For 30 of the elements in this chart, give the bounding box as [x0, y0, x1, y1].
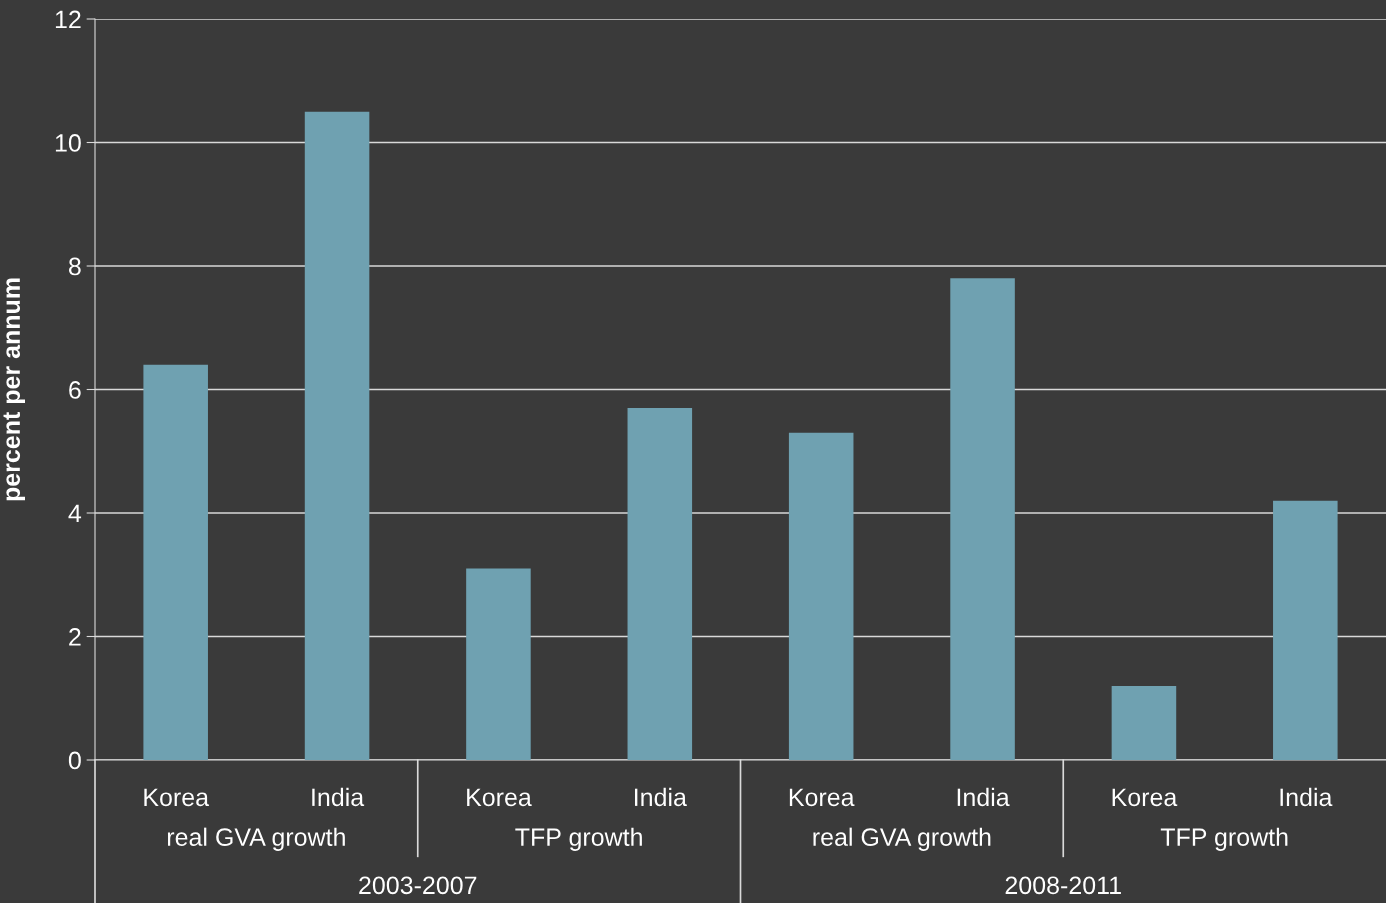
y-tick-label: 8 [68, 257, 81, 276]
x-tick-label: Korea [144, 788, 210, 807]
y-tick-label: 6 [69, 381, 81, 399]
text: TFP growth [1160, 827, 1288, 851]
y-tick-label: 4 [68, 504, 82, 523]
bar [1273, 500, 1338, 760]
bar [950, 278, 1015, 760]
bar [788, 432, 854, 760]
x-tick-label: Korea [789, 788, 855, 807]
bar [466, 568, 531, 760]
y-tick-label: 0 [68, 751, 81, 770]
y-tick-label: 12 [55, 10, 81, 29]
x-tick-label: Korea [1112, 788, 1178, 807]
x-tick-label: Korea [467, 788, 532, 807]
y-tick-label: 2 [69, 628, 81, 646]
text: real GVA growth [167, 827, 345, 851]
text: 2003-2007 [359, 876, 477, 895]
bar [627, 408, 693, 760]
y-tick-label: 10 [55, 134, 81, 152]
x-tick-label: India [957, 787, 1010, 807]
bar [304, 111, 370, 760]
bar [1111, 685, 1177, 760]
bar [143, 364, 208, 760]
text: 2008-2011 [1005, 876, 1121, 895]
y-axis-title: percent per annum [3, 278, 25, 501]
text: TFP growth [515, 827, 642, 851]
text: real GVA growth [813, 827, 991, 851]
x-tick-label: India [312, 787, 365, 807]
x-tick-label: India [635, 787, 687, 807]
x-tick-label: India [1280, 787, 1333, 807]
